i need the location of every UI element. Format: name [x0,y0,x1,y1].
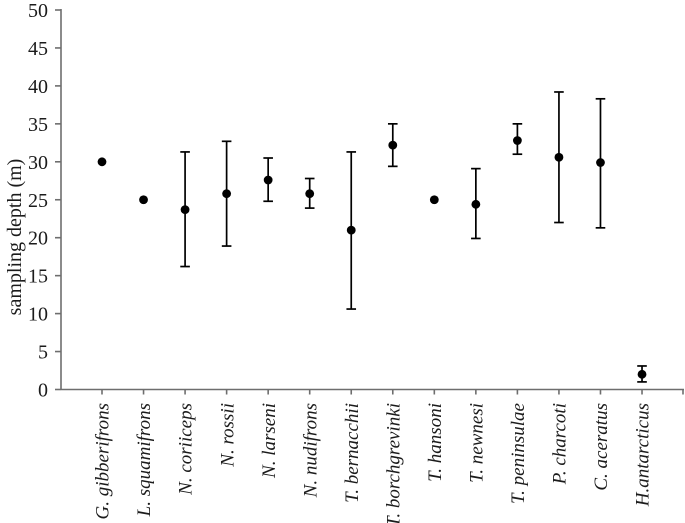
data-point [139,195,148,205]
data-point [471,199,481,209]
data-point [513,136,522,145]
data-point [222,189,232,199]
x-category-label: T. peninsulae [508,403,529,504]
x-category-label: T. bernacchii [342,403,363,503]
y-tick-label: 25 [28,190,48,212]
y-tick-label: 20 [28,228,48,250]
y-tick-label: 10 [28,304,48,326]
y-tick-label: 40 [28,76,48,98]
x-category-label: G. gibberifrons [93,403,114,519]
data-point [180,205,190,215]
data-point [388,140,398,150]
y-tick-label: 35 [28,114,48,136]
x-category-label: T. newnesi [467,403,488,483]
x-category-label: C. aceratus [591,403,612,491]
data-point [346,225,356,235]
y-tick-label: 45 [28,38,48,60]
x-category-label: P. charcoti [550,403,571,485]
y-tick-label: 15 [28,266,48,288]
x-category-label: N. rossii [217,403,238,468]
data-point [596,158,605,167]
x-category-label: N. larseni [259,403,280,479]
x-category-label: T. borchgrevinki [383,403,404,523]
x-category-label: H.antarcticus [633,403,654,507]
y-tick-label: 0 [38,380,48,402]
x-category-label: N. coriiceps [176,403,197,496]
data-point [637,369,647,379]
x-category-label: L. squamifrons [134,403,155,517]
y-axis-title: sampling depth (m) [4,159,26,316]
y-tick-label: 5 [38,342,48,364]
x-category-label: T. hansoni [425,403,446,482]
data-point [429,195,439,205]
data-point [263,175,273,185]
data-point [97,157,107,167]
x-category-label: N. nudifrons [300,403,321,498]
data-point [554,152,564,162]
data-point [305,189,315,199]
y-tick-label: 30 [28,152,48,174]
y-tick-label: 50 [28,0,48,22]
